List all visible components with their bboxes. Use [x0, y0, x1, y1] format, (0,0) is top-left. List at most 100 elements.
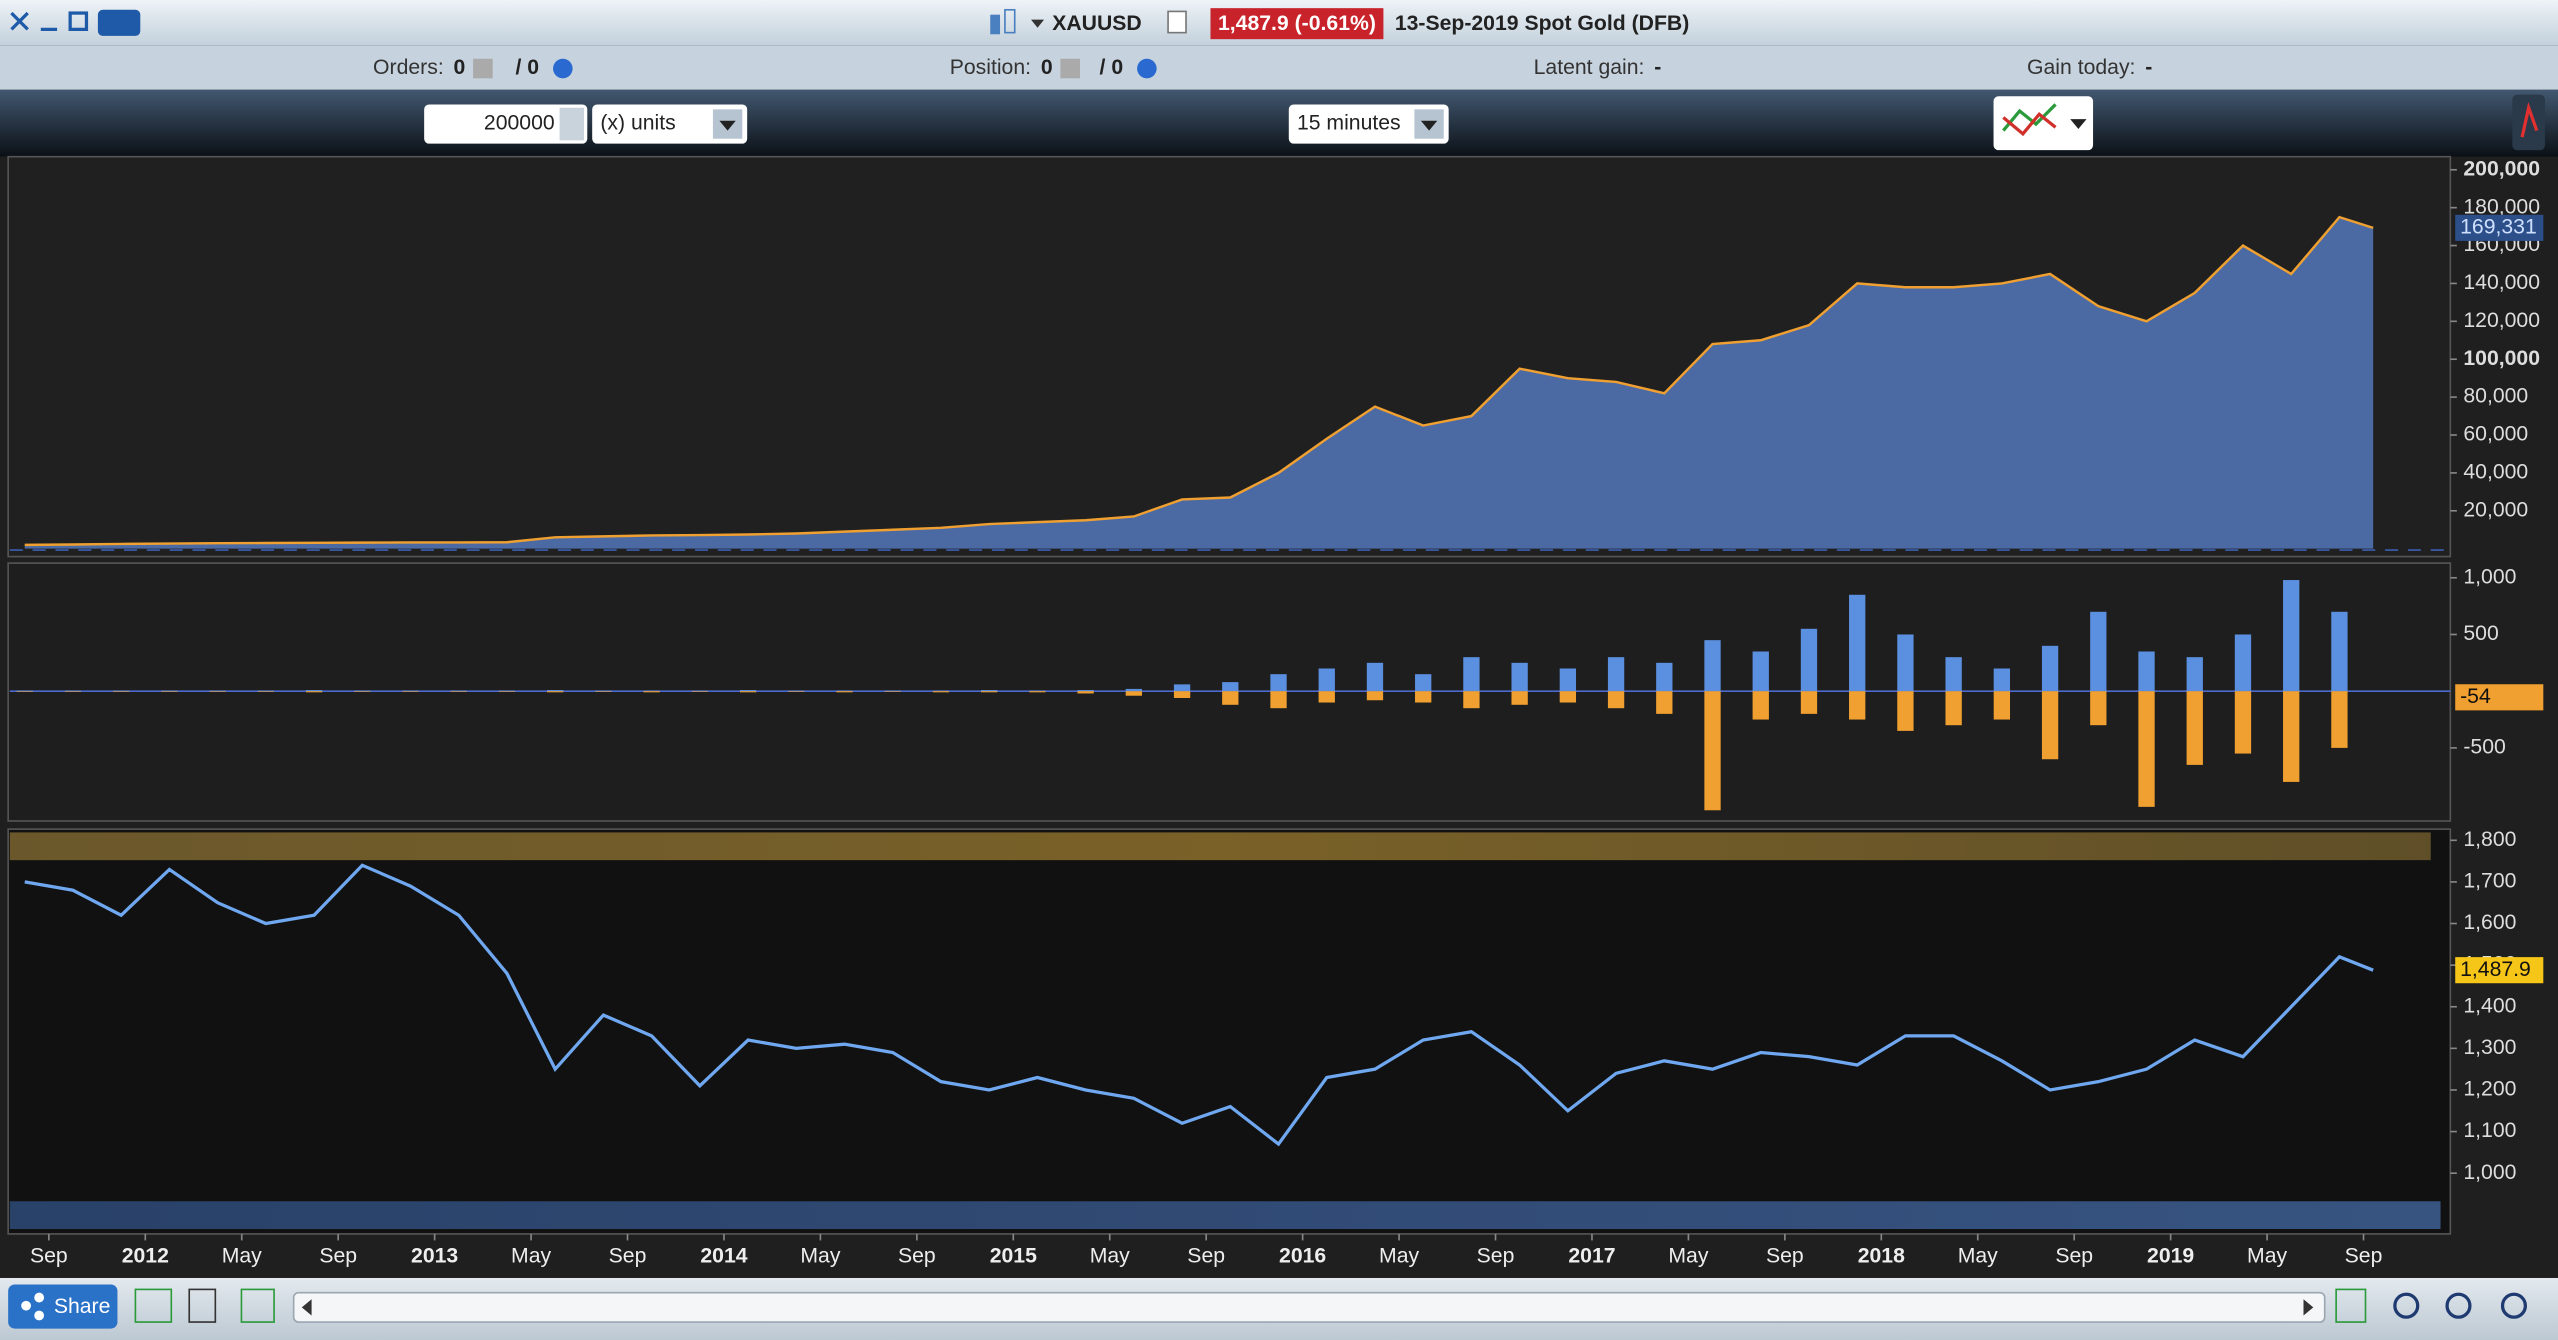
window-controls[interactable] — [10, 9, 141, 36]
timeframe-select[interactable] — [1288, 104, 1449, 144]
pnl-bar — [739, 691, 757, 693]
y-tick-label: 1,800 — [2463, 828, 2516, 851]
pnl-bar — [402, 690, 419, 692]
current-value-label: 169,331 — [2460, 215, 2537, 238]
position-icon[interactable] — [1060, 58, 1080, 79]
pnl-bar — [643, 690, 660, 692]
position-gear[interactable] — [1137, 58, 1157, 79]
equity-area — [24, 217, 2374, 549]
zoom-in[interactable] — [2500, 1292, 2528, 1319]
pnl-bar — [2331, 691, 2348, 748]
pnl-bar — [1752, 691, 1769, 720]
footer-tool-1[interactable] — [134, 1288, 173, 1323]
zoom-fit[interactable] — [2393, 1292, 2420, 1319]
pnl-bar — [305, 690, 323, 692]
quantity: 200000 — [484, 112, 555, 135]
y-tick-label: -500 — [2463, 735, 2505, 758]
pnl-bar — [64, 690, 82, 692]
pnl-bar — [1318, 668, 1335, 692]
y-tick-label: 100,000 — [2463, 347, 2540, 370]
x-tick-label: 2015 — [990, 1244, 1037, 1267]
latent-gain-label: Latent gain: — [1534, 56, 1645, 79]
indicator-button[interactable] — [1993, 96, 2094, 151]
y-tick-label: 500 — [2463, 622, 2498, 645]
pnl-bar — [1849, 691, 1866, 720]
scrollbar[interactable] — [292, 1291, 2326, 1323]
units-select[interactable] — [592, 104, 748, 144]
orders-gear[interactable] — [553, 58, 573, 79]
pnl-bar — [2138, 691, 2155, 807]
side-tool[interactable] — [2512, 94, 2545, 151]
pnl-bar — [2138, 651, 2155, 692]
x-tick-label: 2014 — [700, 1244, 747, 1267]
pnl-bar — [257, 690, 275, 692]
position-value: 0 — [1041, 56, 1053, 79]
footer-tool-4[interactable] — [2335, 1288, 2367, 1323]
x-tick-label: Sep — [609, 1244, 647, 1267]
y-tick-label: 1,200 — [2463, 1078, 2516, 1101]
orders-value: 0 — [454, 56, 466, 79]
latent-gain-value: - — [1654, 56, 1661, 79]
pnl-bar — [1415, 691, 1432, 703]
pnl-bar — [2186, 657, 2203, 692]
pnl-bar — [2283, 691, 2300, 782]
pnl-bar — [981, 690, 998, 692]
quantity-input[interactable] — [424, 104, 588, 144]
pnl-bar — [547, 690, 564, 692]
toolbar — [0, 89, 2558, 157]
pnl-bar — [2041, 645, 2059, 692]
pnl-bar — [1897, 691, 1914, 731]
pnl-bar — [209, 691, 226, 692]
pnl-bar — [450, 691, 467, 692]
pnl-bar — [1173, 691, 1191, 698]
pnl-bar — [1222, 682, 1239, 692]
x-tick-label: Sep — [1187, 1244, 1225, 1267]
pnl-bar — [113, 690, 130, 692]
orders-label: Orders: — [373, 56, 444, 79]
quantity-spinner[interactable] — [559, 107, 585, 141]
orders-total: / 0 — [516, 56, 540, 79]
pnl-bar — [1366, 662, 1384, 692]
pnl-bar — [1897, 634, 1914, 692]
price: 1,487.9 (-0.61%) — [1218, 12, 1376, 35]
x-tick-label: May — [1090, 1244, 1130, 1267]
pnl-bar — [1559, 691, 1577, 703]
x-tick-label: May — [2247, 1244, 2287, 1267]
timeframe: 15 minutes — [1297, 112, 1401, 135]
current-value-label: 1,487.9 — [2460, 958, 2531, 981]
x-tick-label: May — [222, 1244, 262, 1267]
pnl-bar — [1752, 651, 1769, 692]
orders-icon[interactable] — [473, 58, 493, 79]
plots: 20,000 40,000 60,000 80,000 100,000 120,000 14… — [9, 157, 2544, 1267]
pnl-bar — [305, 691, 323, 693]
pnl-bar — [113, 691, 130, 692]
pnl-bar — [2186, 691, 2203, 765]
x-tick-label: May — [511, 1244, 551, 1267]
x-tick-label: Sep — [2345, 1244, 2383, 1267]
gain-today-value: - — [2145, 56, 2152, 79]
symbol-selector[interactable]: XAUUSD — [990, 8, 1142, 35]
x-tick-label: 2012 — [122, 1244, 169, 1267]
x-tick-label: May — [1668, 1244, 1708, 1267]
position-total: / 0 — [1100, 56, 1124, 79]
footer-tool-3[interactable] — [240, 1288, 275, 1323]
pnl-bar — [498, 691, 516, 692]
pnl-bar — [981, 691, 998, 693]
info-icon[interactable] — [1167, 10, 1187, 34]
trade-strip-bottom — [9, 1201, 2441, 1230]
pnl-bar — [354, 691, 371, 692]
pnl-bar — [1993, 668, 2011, 692]
pnl-bar — [547, 691, 564, 693]
footer-tool-2[interactable] — [188, 1288, 217, 1323]
pnl-bar — [1849, 594, 1866, 692]
pnl-bar — [1173, 684, 1191, 692]
y-tick-label: 1,000 — [2463, 565, 2516, 588]
zoom-out[interactable] — [2445, 1292, 2472, 1319]
pnl-bar — [402, 691, 419, 692]
y-tick-label: 1,600 — [2463, 911, 2516, 934]
pnl-bar — [788, 690, 805, 692]
x-tick-label: 2017 — [1568, 1244, 1615, 1267]
pnl-bar — [1800, 691, 1818, 714]
